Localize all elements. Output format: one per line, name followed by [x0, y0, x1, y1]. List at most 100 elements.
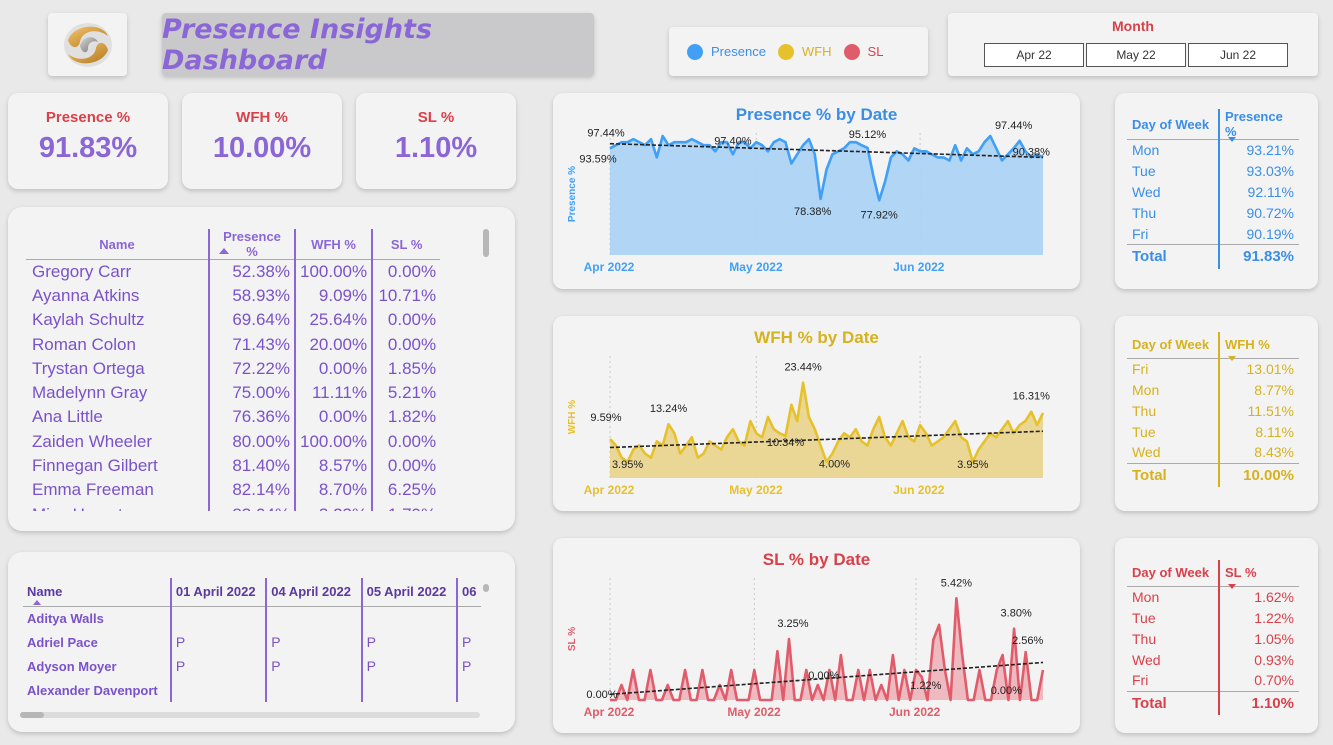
- data-label: 97.44%: [587, 127, 625, 139]
- kpi-value: 1.10%: [356, 132, 516, 165]
- employee-name: Ayanna Atkins: [26, 284, 209, 308]
- wfh-chart-svg: 9.59%3.95%13.24%10.34%23.44%4.00% 3.95%16…: [553, 316, 1080, 511]
- weekday-label: Wed: [1127, 182, 1219, 203]
- y-axis-label: WFH %: [567, 400, 578, 435]
- logo-swirl-icon: [60, 20, 116, 70]
- table-row[interactable]: Kaylah Schultz 69.64% 25.64% 0.00%: [26, 308, 440, 332]
- presence-value: 69.64%: [209, 308, 295, 332]
- table-row[interactable]: Aditya Walls: [23, 606, 481, 630]
- table-row[interactable]: Roman Colon 71.43% 20.00% 0.00%: [26, 332, 440, 356]
- col-header-sl[interactable]: SL %: [372, 229, 440, 260]
- attendance-status: [457, 606, 481, 630]
- legend-item-sl[interactable]: SL: [844, 44, 884, 60]
- month-option-apr[interactable]: Apr 22: [984, 43, 1084, 67]
- data-label: 4.00%: [819, 459, 850, 471]
- wfh-dot-icon: [778, 44, 794, 60]
- wfh-value: 8.70%: [295, 478, 372, 502]
- legend-label-sl: SL: [868, 44, 884, 59]
- month-slicer-label: Month: [948, 18, 1318, 34]
- attendance-status: P: [362, 654, 457, 678]
- sl-value: 1.82%: [372, 405, 440, 429]
- attendance-status: P: [457, 654, 481, 678]
- table-row[interactable]: Wed 8.43%: [1127, 442, 1299, 463]
- month-slicer: Month Apr 22 May 22 Jun 22: [948, 13, 1318, 76]
- table-row[interactable]: Gregory Carr 52.38% 100.00% 0.00%: [26, 260, 440, 284]
- presence-by-weekday-table: Day of Week Presence % Mon 93.21% Tue 93.03% W…: [1115, 93, 1318, 289]
- kpi-label: WFH %: [182, 109, 342, 126]
- col-header-wfh[interactable]: WFH %: [295, 229, 372, 260]
- table-row[interactable]: Thu 1.05%: [1127, 628, 1299, 649]
- employee-name: Ana Little: [26, 405, 209, 429]
- table-row[interactable]: Thu 90.72%: [1127, 203, 1299, 224]
- table-row[interactable]: Miya Hampton83.04%3.23%1.79%: [26, 502, 440, 511]
- x-tick-label: Apr 2022: [584, 260, 635, 274]
- presence-chart-svg: 97.44%93.59%97.40%95.12%78.38% 77.92%97.4…: [553, 93, 1080, 289]
- table-row[interactable]: Tue 93.03%: [1127, 161, 1299, 182]
- table-row[interactable]: Wed 92.11%: [1127, 182, 1299, 203]
- page-title: Presence Insights Dashboard: [162, 14, 594, 76]
- table-row[interactable]: Zaiden Wheeler 80.00% 100.00% 0.00%: [26, 430, 440, 454]
- weekday-label: Fri: [1127, 670, 1219, 691]
- data-label: 77.92%: [861, 209, 899, 221]
- legend-label-wfh: WFH: [802, 44, 832, 59]
- table-row[interactable]: Emma Freeman 82.14% 8.70% 6.25%: [26, 478, 440, 502]
- col-header-date[interactable]: 01 April 2022: [171, 578, 266, 606]
- table-row[interactable]: Alexander Davenport: [23, 678, 481, 702]
- legend-item-presence[interactable]: Presence: [687, 44, 766, 60]
- vertical-scrollbar[interactable]: [483, 229, 489, 257]
- col-header-date[interactable]: 04 April 2022: [266, 578, 361, 606]
- sl-by-date-chart: SL % by Date 0.00% 3.25% 0.00% 1.22% 5.42% 0.…: [553, 538, 1080, 733]
- data-label: 3.95%: [957, 459, 988, 471]
- table-row[interactable]: Thu 11.51%: [1127, 400, 1299, 421]
- attendance-status: [457, 678, 481, 702]
- col-header-value[interactable]: WFH %: [1219, 332, 1299, 358]
- data-label: 0.00%: [808, 670, 839, 682]
- col-header-day[interactable]: Day of Week: [1127, 109, 1219, 140]
- col-header-day[interactable]: Day of Week: [1127, 560, 1219, 586]
- col-header-value-label: WFH %: [1225, 337, 1270, 352]
- col-header-day[interactable]: Day of Week: [1127, 332, 1219, 358]
- table-row[interactable]: Trystan Ortega 72.22% 0.00% 1.85%: [26, 357, 440, 381]
- table-row[interactable]: Mon 8.77%: [1127, 379, 1299, 400]
- table-row[interactable]: Ana Little 76.36% 0.00% 1.82%: [26, 405, 440, 429]
- employee-name: Emma Freeman: [26, 478, 209, 502]
- sl-value: 5.21%: [372, 381, 440, 405]
- table-row[interactable]: Wed 0.93%: [1127, 649, 1299, 670]
- wfh-value: 100.00%: [295, 260, 372, 284]
- col-header-date[interactable]: 06: [457, 578, 481, 606]
- table-row[interactable]: Adyson Moyer P P P P: [23, 654, 481, 678]
- table-row[interactable]: Fri 13.01%: [1127, 358, 1299, 379]
- col-header-presence[interactable]: Presence %: [209, 229, 295, 260]
- month-option-may[interactable]: May 22: [1086, 43, 1186, 67]
- legend-item-wfh[interactable]: WFH: [778, 44, 832, 60]
- table-row[interactable]: Adriel Pace P P P P: [23, 630, 481, 654]
- horizontal-scrollbar[interactable]: [20, 712, 44, 718]
- kpi-value: 10.00%: [182, 132, 342, 165]
- col-header-name[interactable]: Name: [23, 578, 171, 606]
- employee-name: Zaiden Wheeler: [26, 430, 209, 454]
- table-row[interactable]: Mon 93.21%: [1127, 140, 1299, 161]
- data-label: 95.12%: [849, 129, 887, 141]
- col-header-name[interactable]: Name: [26, 229, 209, 260]
- table-row[interactable]: Mon 1.62%: [1127, 586, 1299, 607]
- table-row[interactable]: Madelynn Gray 75.00% 11.11% 5.21%: [26, 381, 440, 405]
- table-row[interactable]: Ayanna Atkins 58.93% 9.09% 10.71%: [26, 284, 440, 308]
- col-header-presence-label: Presence %: [223, 229, 281, 259]
- col-header-date[interactable]: 05 April 2022: [362, 578, 457, 606]
- table-row[interactable]: Fri 90.19%: [1127, 224, 1299, 245]
- vertical-scrollbar[interactable]: [483, 584, 489, 592]
- table-row[interactable]: Fri 0.70%: [1127, 670, 1299, 691]
- col-header-value[interactable]: SL %: [1219, 560, 1299, 586]
- col-header-value[interactable]: Presence %: [1219, 109, 1299, 140]
- presence-value: 82.14%: [209, 478, 295, 502]
- employee-name: Trystan Ortega: [26, 357, 209, 381]
- table-row[interactable]: Tue 8.11%: [1127, 421, 1299, 442]
- kpi-card-presence: Presence % 91.83%: [8, 93, 168, 189]
- table-row[interactable]: Tue 1.22%: [1127, 607, 1299, 628]
- sort-descending-icon: [1228, 584, 1236, 589]
- x-tick-label: Jun 2022: [893, 483, 945, 497]
- wfh-value: 9.09%: [295, 284, 372, 308]
- weekday-value: 90.19%: [1219, 224, 1299, 245]
- table-row[interactable]: Finnegan Gilbert 81.40% 8.57% 0.00%: [26, 454, 440, 478]
- month-option-jun[interactable]: Jun 22: [1188, 43, 1288, 67]
